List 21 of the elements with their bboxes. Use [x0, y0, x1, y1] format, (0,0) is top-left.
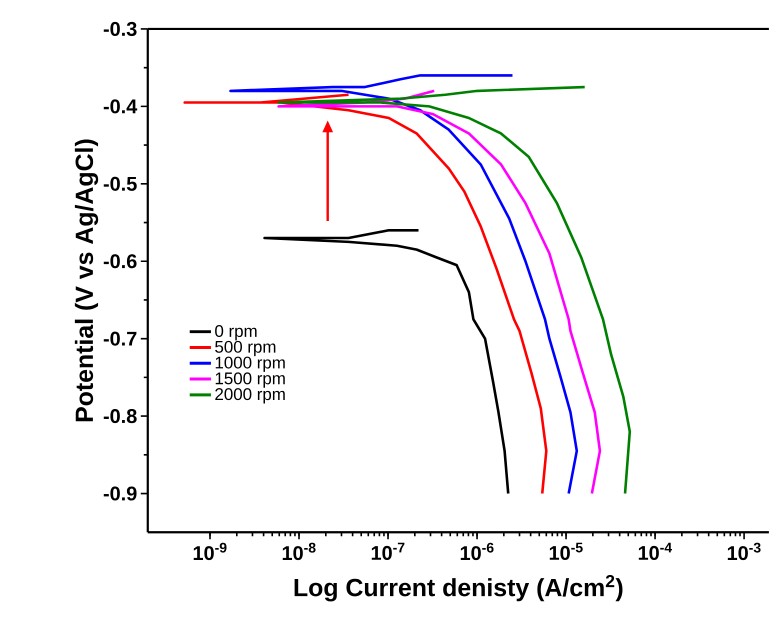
y-tick-label: -0.7 [104, 332, 136, 346]
x-tick-label: 10$^{-4}$ [638, 542, 672, 560]
legend-label: 1000 rpm [216, 356, 285, 372]
x-tick-label: 10$^{-9}$ [194, 542, 227, 560]
x-tick-label: 10$^{-7}$ [372, 542, 404, 560]
y-tick-label: -0.6 [104, 254, 137, 268]
legend-label: 0 rpm [215, 325, 257, 340]
x-tick-label: 10$^{-8}$ [282, 542, 316, 560]
x-tick-label: 10$^{-6}$ [460, 542, 494, 560]
y-tick-label: -0.3 [104, 22, 137, 36]
legend-label: 500 rpm [215, 340, 276, 356]
x-tick-label: 10$^{-3}$ [728, 542, 761, 560]
legend-label: 1500 rpm [216, 372, 285, 388]
y-tick-label: -0.4 [104, 99, 138, 114]
x-axis-title: Log Current denisty (A/cm$^{2}$) [294, 574, 622, 602]
y-tick-label: -0.5 [104, 176, 137, 191]
x-tick-label: 10$^{-5}$ [550, 542, 583, 560]
y-tick-label: -0.8 [104, 409, 137, 424]
y-axis-title: Potential (V vs Ag/AgCl) [74, 139, 98, 422]
legend-label: 2000 rpm [215, 388, 285, 404]
y-tick-label: -0.9 [104, 486, 137, 501]
